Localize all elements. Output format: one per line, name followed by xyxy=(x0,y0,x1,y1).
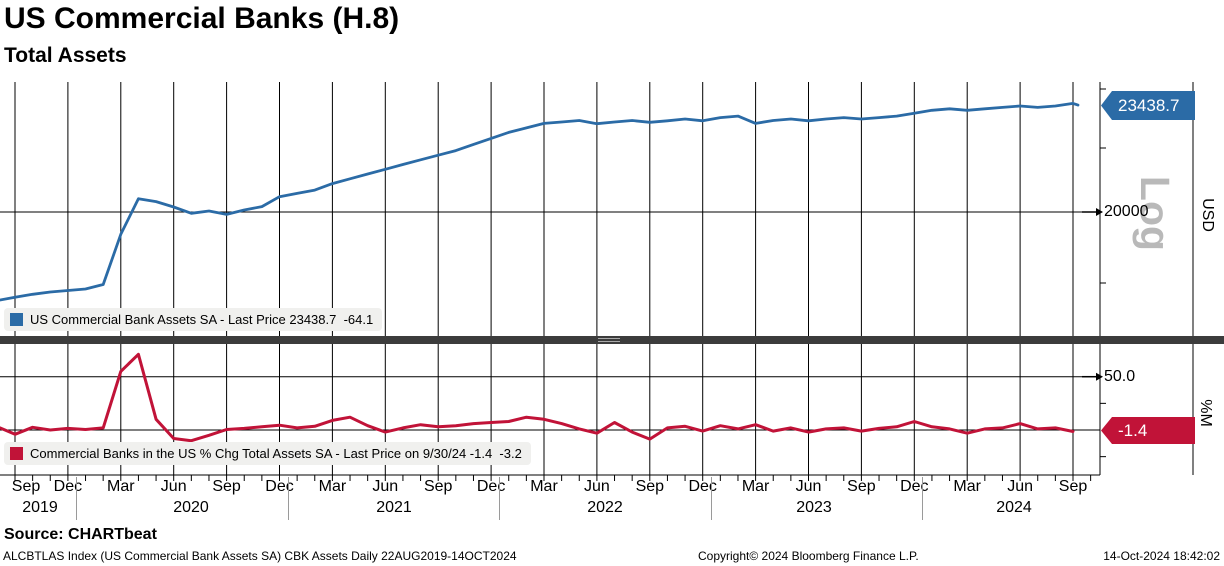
footer-copyright: Copyright© 2024 Bloomberg Finance L.P. xyxy=(698,549,919,563)
panel-divider-grip-icon[interactable] xyxy=(598,337,620,343)
x-axis-year-label: 2024 xyxy=(996,499,1032,516)
year-separator xyxy=(922,477,924,520)
x-axis-month-label: Jun xyxy=(583,478,610,495)
y-axis-tick-label-top: 20000 xyxy=(1104,203,1149,220)
footer-timestamp: 14-Oct-2024 18:42:02 xyxy=(1103,549,1220,563)
chart-subtitle: Total Assets xyxy=(4,44,127,67)
x-axis-month-label: Dec xyxy=(265,478,294,495)
x-axis-month-label: Mar xyxy=(953,478,981,495)
x-axis-month-label: Sep xyxy=(11,478,41,495)
last-price-value-assets: 23438.7 xyxy=(1118,95,1180,115)
x-axis-month-label: Sep xyxy=(212,478,241,495)
legend-swatch-blue xyxy=(10,313,23,326)
legend-text-pct-chg: Commercial Banks in the US % Chg Total A… xyxy=(30,446,522,461)
x-axis-month-label: Jun xyxy=(160,478,187,495)
x-axis-year-label: 2023 xyxy=(796,499,832,516)
year-separator xyxy=(287,477,289,520)
panel-divider[interactable] xyxy=(0,336,1224,344)
x-axis-year-label: 2021 xyxy=(376,499,412,516)
x-axis-month-label: Sep xyxy=(423,478,453,495)
x-axis-month-label: Dec xyxy=(53,478,83,495)
x-axis-month-label: Dec xyxy=(900,478,929,495)
footer-ticker-info: ALCBTLAS Index (US Commercial Bank Asset… xyxy=(3,549,517,563)
axis-unit-label-usd: USD xyxy=(1198,198,1216,232)
x-axis-month-label: Jun xyxy=(372,478,399,495)
source-line: Source: CHARTbeat xyxy=(4,526,157,543)
x-axis-month-label: Mar xyxy=(530,478,558,495)
x-axis-month-label: Jun xyxy=(795,478,822,495)
x-axis-month-label: Dec xyxy=(688,478,717,495)
x-axis-month-label: Dec xyxy=(476,478,506,495)
legend-text-assets: US Commercial Bank Assets SA - Last Pric… xyxy=(30,312,374,327)
last-price-tag-assets: 23438.7 xyxy=(1101,91,1195,120)
last-price-value-pct-chg: -1.4 xyxy=(1118,420,1148,440)
last-price-tag-pct-chg: -1.4 xyxy=(1101,417,1195,444)
x-axis-month-label: Mar xyxy=(318,478,347,495)
x-axis-year-label: 2022 xyxy=(587,499,623,516)
x-axis-month-label: Jun xyxy=(1007,478,1033,495)
y-axis-tick-label-bottom: 50.0 xyxy=(1104,368,1136,385)
x-axis-month-label: Sep xyxy=(1058,478,1088,495)
page-title: US Commercial Banks (H.8) xyxy=(4,2,400,35)
x-axis-year-label: 2019 xyxy=(22,499,58,516)
x-axis-month-label: Sep xyxy=(635,478,665,495)
legend-pct-chg: Commercial Banks in the US % Chg Total A… xyxy=(4,442,531,465)
x-axis-month-label: Mar xyxy=(741,478,770,495)
x-axis-month-label: Mar xyxy=(107,478,135,495)
chart-plot-area xyxy=(0,82,1194,481)
legend-assets: US Commercial Bank Assets SA - Last Pric… xyxy=(4,308,383,331)
legend-swatch-red xyxy=(10,447,23,460)
year-separator xyxy=(75,477,77,520)
x-axis-year-label: 2020 xyxy=(173,499,209,516)
year-separator xyxy=(499,477,501,520)
axis-unit-label-pct: %M xyxy=(1196,399,1214,427)
year-separator xyxy=(710,477,712,520)
x-axis-month-label: Sep xyxy=(847,478,876,495)
